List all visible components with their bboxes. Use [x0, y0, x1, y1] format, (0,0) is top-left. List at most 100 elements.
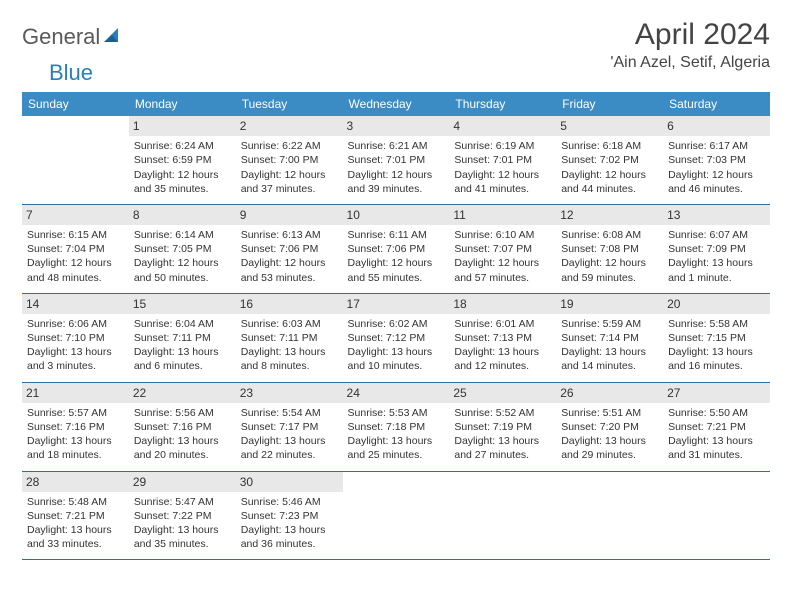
weekday-header: Wednesday	[343, 92, 450, 116]
calendar-day-cell: 17Sunrise: 6:02 AMSunset: 7:12 PMDayligh…	[343, 293, 450, 382]
day-number: 21	[22, 383, 129, 403]
sunset-text: Sunset: 7:15 PM	[668, 331, 765, 345]
sunrise-text: Sunrise: 6:15 AM	[27, 228, 124, 242]
day-number: 8	[129, 205, 236, 225]
daylight-text: Daylight: 13 hours and 12 minutes.	[454, 345, 551, 373]
sunrise-text: Sunrise: 6:24 AM	[134, 139, 231, 153]
day-number	[22, 116, 129, 120]
sunset-text: Sunset: 7:14 PM	[561, 331, 658, 345]
sunset-text: Sunset: 7:16 PM	[27, 420, 124, 434]
calendar-day-cell: 27Sunrise: 5:50 AMSunset: 7:21 PMDayligh…	[663, 382, 770, 471]
sunset-text: Sunset: 7:08 PM	[561, 242, 658, 256]
calendar-week-row: 14Sunrise: 6:06 AMSunset: 7:10 PMDayligh…	[22, 293, 770, 382]
calendar-day-cell: 24Sunrise: 5:53 AMSunset: 7:18 PMDayligh…	[343, 382, 450, 471]
sunset-text: Sunset: 7:07 PM	[454, 242, 551, 256]
day-number: 19	[556, 294, 663, 314]
daylight-text: Daylight: 13 hours and 22 minutes.	[241, 434, 338, 462]
sunset-text: Sunset: 7:13 PM	[454, 331, 551, 345]
weekday-header: Monday	[129, 92, 236, 116]
daylight-text: Daylight: 12 hours and 35 minutes.	[134, 168, 231, 196]
calendar-day-cell	[22, 116, 129, 204]
day-number: 16	[236, 294, 343, 314]
daylight-text: Daylight: 13 hours and 31 minutes.	[668, 434, 765, 462]
day-number: 18	[449, 294, 556, 314]
sunrise-text: Sunrise: 5:50 AM	[668, 406, 765, 420]
day-number: 26	[556, 383, 663, 403]
sunset-text: Sunset: 7:02 PM	[561, 153, 658, 167]
calendar-day-cell	[556, 471, 663, 560]
sunrise-text: Sunrise: 5:56 AM	[134, 406, 231, 420]
daylight-text: Daylight: 12 hours and 53 minutes.	[241, 256, 338, 284]
calendar-day-cell: 23 Sunrise: 5:54 AMSunset: 7:17 PMDayligh…	[236, 382, 343, 471]
sunrise-text: Sunrise: 5:54 AM	[241, 406, 338, 420]
sunset-text: Sunset: 7:10 PM	[27, 331, 124, 345]
daylight-text: Daylight: 13 hours and 16 minutes.	[668, 345, 765, 373]
day-number: 27	[663, 383, 770, 403]
sunrise-text: Sunrise: 6:10 AM	[454, 228, 551, 242]
daylight-text: Daylight: 13 hours and 1 minute.	[668, 256, 765, 284]
day-number: 6	[663, 116, 770, 136]
sunrise-text: Sunrise: 6:06 AM	[27, 317, 124, 331]
weekday-header: Saturday	[663, 92, 770, 116]
calendar-day-cell: 26Sunrise: 5:51 AMSunset: 7:20 PMDayligh…	[556, 382, 663, 471]
sunrise-text: Sunrise: 5:48 AM	[27, 495, 124, 509]
calendar-day-cell: 19Sunrise: 5:59 AMSunset: 7:14 PMDayligh…	[556, 293, 663, 382]
sunrise-text: Sunrise: 6:21 AM	[348, 139, 445, 153]
calendar-day-cell: 14Sunrise: 6:06 AMSunset: 7:10 PMDayligh…	[22, 293, 129, 382]
sunrise-text: Sunrise: 6:08 AM	[561, 228, 658, 242]
weekday-header: Sunday	[22, 92, 129, 116]
day-number: 24	[343, 383, 450, 403]
daylight-text: Daylight: 13 hours and 6 minutes.	[134, 345, 231, 373]
day-number	[343, 472, 450, 476]
sunrise-text: Sunrise: 5:47 AM	[134, 495, 231, 509]
day-number: 20	[663, 294, 770, 314]
sunset-text: Sunset: 7:06 PM	[241, 242, 338, 256]
calendar-day-cell: 8Sunrise: 6:14 AMSunset: 7:05 PMDaylight…	[129, 204, 236, 293]
logo-sail-icon	[102, 26, 122, 49]
calendar-day-cell	[663, 471, 770, 560]
calendar-day-cell: 7Sunrise: 6:15 AMSunset: 7:04 PMDaylight…	[22, 204, 129, 293]
calendar-table: Sunday Monday Tuesday Wednesday Thursday…	[22, 92, 770, 560]
sunrise-text: Sunrise: 5:57 AM	[27, 406, 124, 420]
sunrise-text: Sunrise: 5:46 AM	[241, 495, 338, 509]
sunrise-text: Sunrise: 6:17 AM	[668, 139, 765, 153]
weekday-header: Friday	[556, 92, 663, 116]
day-number: 9	[236, 205, 343, 225]
calendar-day-cell: 10Sunrise: 6:11 AMSunset: 7:06 PMDayligh…	[343, 204, 450, 293]
calendar-day-cell: 4Sunrise: 6:19 AMSunset: 7:01 PMDaylight…	[449, 116, 556, 204]
calendar-day-cell: 30Sunrise: 5:46 AMSunset: 7:23 PMDayligh…	[236, 471, 343, 560]
calendar-day-cell: 5Sunrise: 6:18 AMSunset: 7:02 PMDaylight…	[556, 116, 663, 204]
sunset-text: Sunset: 7:03 PM	[668, 153, 765, 167]
daylight-text: Daylight: 12 hours and 50 minutes.	[134, 256, 231, 284]
weekday-header: Thursday	[449, 92, 556, 116]
day-number: 5	[556, 116, 663, 136]
weekday-header-row: Sunday Monday Tuesday Wednesday Thursday…	[22, 92, 770, 116]
calendar-week-row: 28Sunrise: 5:48 AMSunset: 7:21 PMDayligh…	[22, 471, 770, 560]
daylight-text: Daylight: 13 hours and 8 minutes.	[241, 345, 338, 373]
sunset-text: Sunset: 7:11 PM	[134, 331, 231, 345]
sunset-text: Sunset: 7:04 PM	[27, 242, 124, 256]
weekday-header: Tuesday	[236, 92, 343, 116]
sunset-text: Sunset: 7:01 PM	[348, 153, 445, 167]
day-number: 4	[449, 116, 556, 136]
daylight-text: Daylight: 12 hours and 48 minutes.	[27, 256, 124, 284]
sunrise-text: Sunrise: 6:01 AM	[454, 317, 551, 331]
daylight-text: Daylight: 13 hours and 18 minutes.	[27, 434, 124, 462]
sunset-text: Sunset: 7:17 PM	[241, 420, 338, 434]
calendar-day-cell: 12Sunrise: 6:08 AMSunset: 7:08 PMDayligh…	[556, 204, 663, 293]
sunset-text: Sunset: 7:16 PM	[134, 420, 231, 434]
calendar-day-cell: 2Sunrise: 6:22 AMSunset: 7:00 PMDaylight…	[236, 116, 343, 204]
sunrise-text: Sunrise: 5:52 AM	[454, 406, 551, 420]
sunrise-text: Sunrise: 5:59 AM	[561, 317, 658, 331]
sunset-text: Sunset: 7:09 PM	[668, 242, 765, 256]
day-number: 23	[236, 383, 343, 403]
calendar-day-cell: 6Sunrise: 6:17 AMSunset: 7:03 PMDaylight…	[663, 116, 770, 204]
sunset-text: Sunset: 7:20 PM	[561, 420, 658, 434]
daylight-text: Daylight: 13 hours and 10 minutes.	[348, 345, 445, 373]
calendar-day-cell: 16Sunrise: 6:03 AMSunset: 7:11 PMDayligh…	[236, 293, 343, 382]
sunrise-text: Sunrise: 5:53 AM	[348, 406, 445, 420]
day-number: 15	[129, 294, 236, 314]
day-number: 3	[343, 116, 450, 136]
logo-text-general: General	[22, 24, 100, 50]
daylight-text: Daylight: 12 hours and 41 minutes.	[454, 168, 551, 196]
